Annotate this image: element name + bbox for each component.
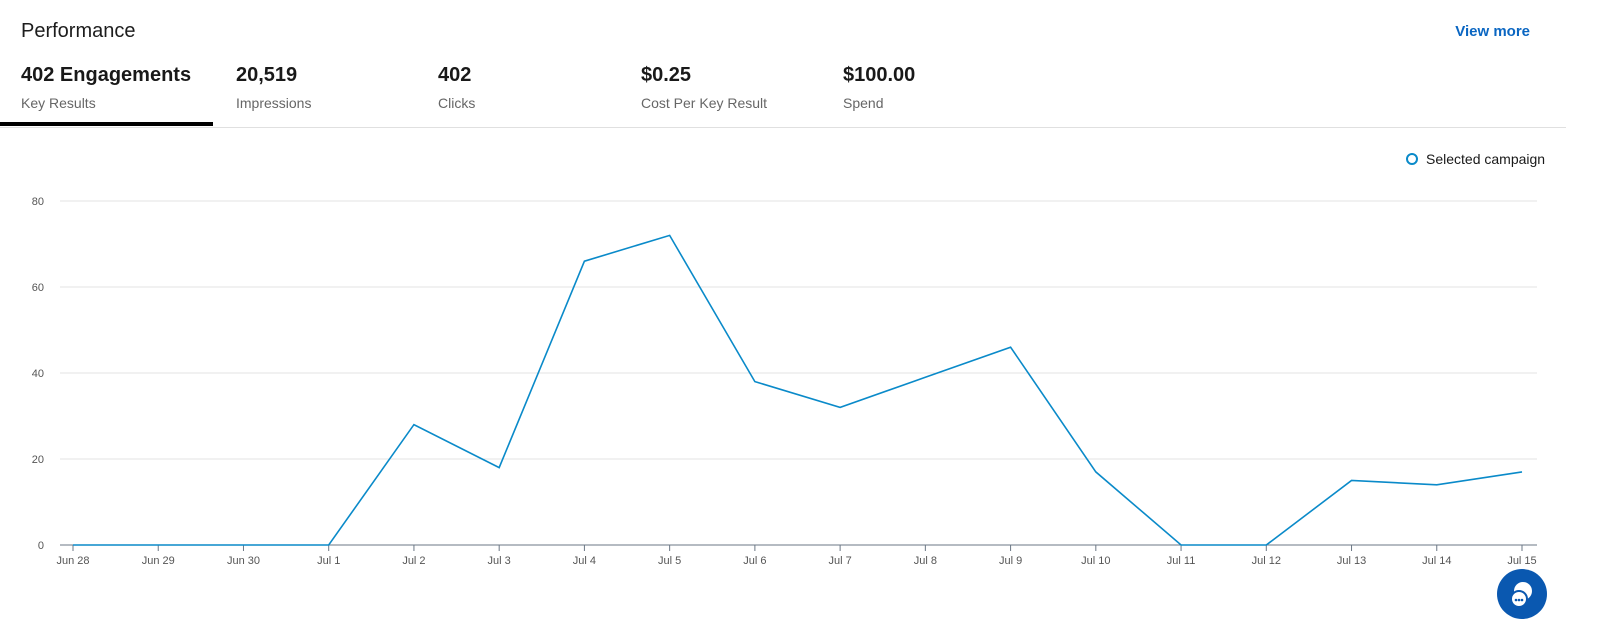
x-tick-label: Jul 7 <box>828 555 851 567</box>
x-tick-label: Jun 28 <box>56 555 89 567</box>
x-tick-label: Jul 4 <box>573 555 596 567</box>
x-tick-label: Jul 12 <box>1252 555 1281 567</box>
x-tick-label: Jul 9 <box>999 555 1022 567</box>
x-tick-label: Jul 10 <box>1081 555 1110 567</box>
y-tick-label: 0 <box>38 540 44 552</box>
x-tick-label: Jun 30 <box>227 555 260 567</box>
x-tick-label: Jul 14 <box>1422 555 1451 567</box>
x-tick-label: Jul 13 <box>1337 555 1366 567</box>
x-tick-label: Jun 29 <box>142 555 175 567</box>
x-tick-label: Jul 3 <box>488 555 511 567</box>
x-tick-label: Jul 5 <box>658 555 681 567</box>
chat-button[interactable] <box>1497 569 1547 619</box>
y-tick-label: 60 <box>32 282 44 294</box>
x-tick-label: Jul 8 <box>914 555 937 567</box>
x-tick-label: Jul 11 <box>1167 555 1196 567</box>
y-tick-label: 80 <box>32 196 44 208</box>
y-tick-label: 40 <box>32 368 44 380</box>
chat-icon <box>1497 569 1547 619</box>
x-tick-label: Jul 2 <box>402 555 425 567</box>
y-tick-label: 20 <box>32 454 44 466</box>
x-tick-label: Jul 1 <box>317 555 340 567</box>
x-tick-label: Jul 15 <box>1507 555 1536 567</box>
x-tick-label: Jul 6 <box>743 555 766 567</box>
series-line <box>73 235 1522 545</box>
